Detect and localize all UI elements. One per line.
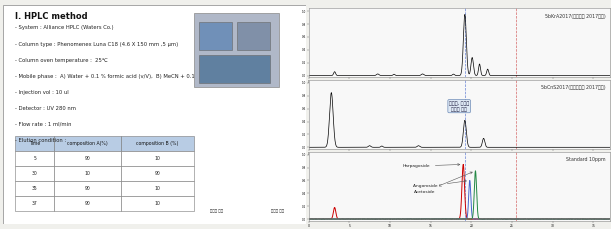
Text: 90: 90 <box>85 156 90 161</box>
Text: - Flow rate : 1 ml/min: - Flow rate : 1 ml/min <box>15 122 71 127</box>
Bar <box>54 151 121 166</box>
Bar <box>15 136 54 151</box>
Text: 90: 90 <box>85 186 90 191</box>
Bar <box>121 166 194 181</box>
Bar <box>54 166 121 181</box>
FancyBboxPatch shape <box>3 5 306 224</box>
Text: - System : Alliance HPLC (Waters Co.): - System : Alliance HPLC (Waters Co.) <box>15 25 114 30</box>
Text: - Column type : Phenomenex Luna C18 (4.6 X 150 mm ,5 μm): - Column type : Phenomenex Luna C18 (4.6… <box>15 41 178 46</box>
Bar <box>54 136 121 151</box>
Text: 5: 5 <box>34 156 36 161</box>
Text: 90: 90 <box>85 201 90 206</box>
Text: 10: 10 <box>85 171 90 176</box>
Bar <box>54 181 121 196</box>
Text: 10: 10 <box>155 201 160 206</box>
Bar <box>54 196 121 211</box>
Text: 한국산 현삼: 한국산 현삼 <box>210 209 224 213</box>
Bar <box>121 136 194 151</box>
Text: - Elution condition :: - Elution condition : <box>15 138 66 143</box>
Text: Harpagoside: Harpagoside <box>402 164 460 168</box>
Text: composition B (%): composition B (%) <box>136 142 178 147</box>
Text: 10: 10 <box>155 186 160 191</box>
Text: 5bCnS2017(중국사전성 2017년산): 5bCnS2017(중국사전성 2017년산) <box>541 85 606 90</box>
Text: 5bKrA2017(경북안동 2017년산): 5bKrA2017(경북안동 2017년산) <box>544 14 606 19</box>
Text: Standard 10ppm: Standard 10ppm <box>566 157 606 162</box>
Bar <box>121 151 194 166</box>
Text: Acetoside: Acetoside <box>414 172 472 194</box>
Bar <box>199 22 232 50</box>
Text: Time: Time <box>29 142 40 147</box>
Text: 중국산 현삼: 중국산 현삼 <box>271 209 285 213</box>
Text: 35: 35 <box>32 186 38 191</box>
Bar <box>15 181 54 196</box>
Text: Angoroside C: Angoroside C <box>413 180 466 188</box>
Text: 안동산, 중국산
지별화 피크: 안동산, 중국산 지별화 피크 <box>449 101 469 112</box>
Bar <box>15 151 54 166</box>
Text: - Injection vol : 10 ul: - Injection vol : 10 ul <box>15 90 69 95</box>
Bar <box>15 166 54 181</box>
Text: 30: 30 <box>32 171 38 176</box>
Bar <box>199 55 270 83</box>
Bar <box>121 196 194 211</box>
Text: - Column oven temperature :  25℃: - Column oven temperature : 25℃ <box>15 57 108 63</box>
Bar <box>15 196 54 211</box>
Bar <box>237 22 270 50</box>
Text: I. HPLC method: I. HPLC method <box>15 12 88 21</box>
Text: 37: 37 <box>32 201 38 206</box>
Text: 90: 90 <box>155 171 160 176</box>
Bar <box>121 181 194 196</box>
Text: 10: 10 <box>155 156 160 161</box>
Text: - Detector : UV 280 nm: - Detector : UV 280 nm <box>15 106 76 111</box>
Text: - Mobile phase :  A) Water + 0.1 % formic acid (v/V),  B) MeCN + 0.1 % formic ac: - Mobile phase : A) Water + 0.1 % formic… <box>15 74 232 79</box>
Text: composition A(%): composition A(%) <box>67 142 108 147</box>
